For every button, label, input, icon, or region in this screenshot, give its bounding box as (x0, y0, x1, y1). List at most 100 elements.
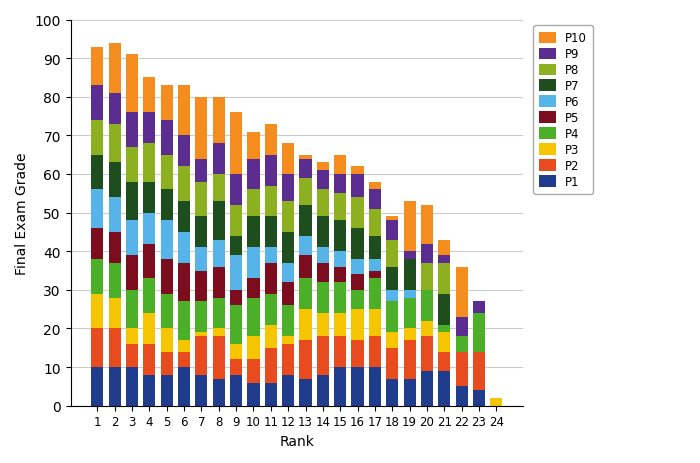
Bar (404, 340, 416, 379)
Bar (456, 337, 468, 352)
X-axis label: Rank: Rank (279, 434, 314, 448)
Bar (421, 244, 433, 263)
Bar (91, 156, 104, 190)
Bar (126, 290, 138, 329)
Bar (421, 371, 433, 406)
Bar (334, 267, 346, 282)
Bar (144, 344, 155, 375)
Bar (456, 352, 468, 387)
Bar (195, 302, 207, 332)
Bar (144, 279, 155, 313)
Legend: P10, P9, P8, P7, P6, P5, P4, P3, P2, P1: P10, P9, P8, P7, P6, P5, P4, P3, P2, P1 (533, 26, 593, 194)
Bar (91, 329, 104, 367)
Bar (108, 94, 120, 125)
Bar (178, 201, 190, 232)
Bar (317, 163, 329, 171)
Bar (230, 206, 242, 236)
Bar (178, 302, 190, 340)
Bar (265, 186, 277, 217)
Bar (404, 201, 416, 252)
Bar (421, 263, 433, 290)
Bar (386, 379, 398, 406)
Bar (404, 298, 416, 329)
Bar (91, 121, 104, 156)
Bar (300, 279, 312, 309)
Bar (421, 206, 433, 244)
Bar (91, 190, 104, 229)
Bar (213, 267, 225, 298)
Bar (265, 325, 277, 348)
Bar (334, 337, 346, 367)
Bar (351, 175, 363, 198)
Bar (213, 337, 225, 379)
Bar (282, 306, 294, 337)
Bar (282, 263, 294, 282)
Bar (351, 229, 363, 259)
Bar (178, 263, 190, 302)
Bar (404, 329, 416, 340)
Bar (351, 290, 363, 309)
Bar (300, 340, 312, 379)
Bar (300, 178, 312, 206)
Bar (126, 55, 138, 113)
Bar (351, 275, 363, 290)
Y-axis label: Final Exam Grade: Final Exam Grade (15, 152, 29, 274)
Bar (334, 156, 346, 175)
Bar (351, 367, 363, 406)
Bar (265, 156, 277, 186)
Bar (126, 182, 138, 221)
Bar (160, 221, 173, 259)
Bar (473, 390, 485, 406)
Bar (334, 252, 346, 267)
Bar (160, 375, 173, 406)
Bar (282, 144, 294, 175)
Bar (213, 98, 225, 144)
Bar (91, 294, 104, 329)
Bar (265, 217, 277, 248)
Bar (369, 309, 381, 337)
Bar (386, 240, 398, 267)
Bar (351, 309, 363, 340)
Bar (91, 86, 104, 121)
Bar (144, 113, 155, 144)
Bar (247, 248, 260, 279)
Bar (334, 282, 346, 313)
Bar (265, 248, 277, 263)
Bar (438, 325, 450, 332)
Bar (247, 337, 260, 360)
Bar (317, 171, 329, 190)
Bar (230, 290, 242, 306)
Bar (247, 159, 260, 190)
Bar (369, 279, 381, 309)
Bar (160, 329, 173, 352)
Bar (490, 398, 503, 406)
Bar (230, 175, 242, 206)
Bar (144, 375, 155, 406)
Bar (334, 367, 346, 406)
Bar (160, 121, 173, 156)
Bar (386, 267, 398, 290)
Bar (473, 313, 485, 352)
Bar (144, 313, 155, 344)
Bar (317, 282, 329, 313)
Bar (195, 217, 207, 248)
Bar (438, 263, 450, 294)
Bar (247, 279, 260, 298)
Bar (317, 217, 329, 248)
Bar (282, 232, 294, 263)
Bar (282, 201, 294, 232)
Bar (334, 221, 346, 252)
Bar (334, 175, 346, 194)
Bar (213, 298, 225, 329)
Bar (178, 86, 190, 136)
Bar (213, 201, 225, 240)
Bar (421, 290, 433, 321)
Bar (108, 44, 120, 94)
Bar (126, 367, 138, 406)
Bar (126, 113, 138, 148)
Bar (213, 144, 225, 175)
Bar (91, 259, 104, 294)
Bar (195, 159, 207, 182)
Bar (247, 360, 260, 383)
Bar (369, 337, 381, 367)
